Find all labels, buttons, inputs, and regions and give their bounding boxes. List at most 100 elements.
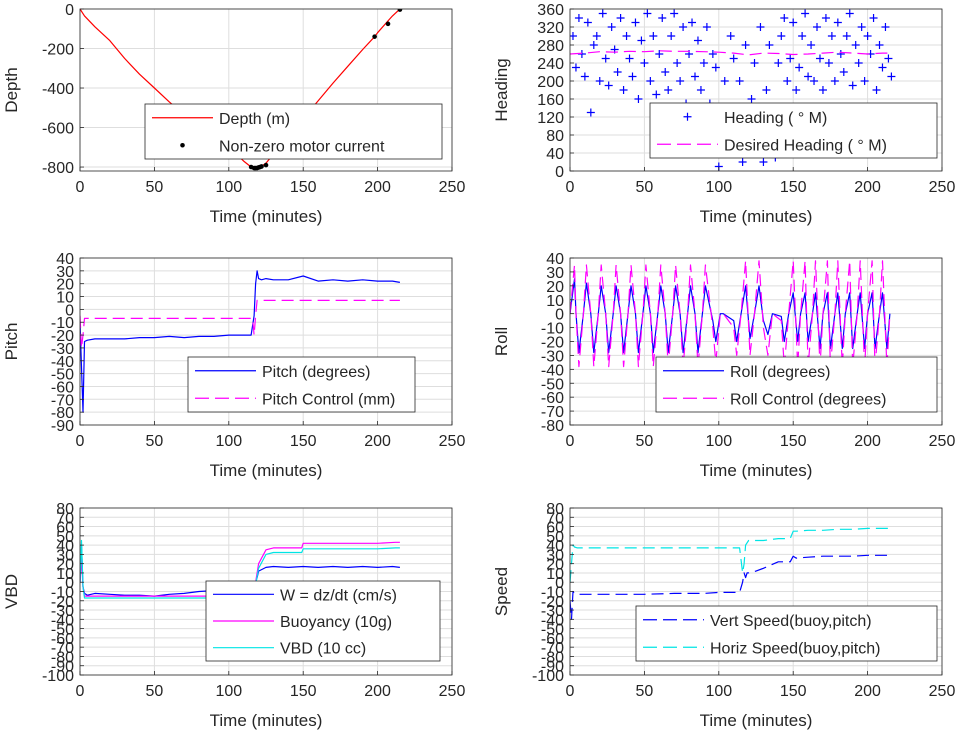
y-tick-label: -80	[51, 649, 74, 666]
data-point	[622, 32, 631, 40]
legend: Pitch (degrees) Pitch Control (mm)	[187, 356, 416, 413]
y-tick-label: 30	[56, 547, 74, 564]
data-point	[759, 158, 768, 166]
y-axis-label: Roll	[492, 327, 511, 356]
y-tick-label: -40	[541, 362, 564, 379]
x-tick-label: 50	[636, 179, 654, 196]
x-tick-label: 150	[780, 683, 807, 700]
y-tick-label: -70	[51, 392, 74, 409]
data-point	[711, 63, 720, 72]
y-tick-label: 360	[537, 2, 564, 19]
y-tick-label: 10	[56, 290, 74, 307]
data-point	[589, 41, 598, 49]
x-tick-label: 200	[364, 433, 391, 450]
series-group	[570, 260, 891, 368]
data-point	[765, 41, 774, 49]
y-axis-label: Pitch	[2, 323, 21, 361]
y-tick-label: 10	[56, 566, 74, 583]
data-point	[667, 32, 676, 40]
y-tick-label: 50	[56, 529, 74, 546]
data-point	[592, 32, 601, 40]
y-tick-label: -50	[541, 622, 564, 639]
y-tick-label: -80	[51, 405, 74, 422]
chart-panel-4: 0 50 100 150 200 250-80-70-60-50-40-30-20-100…	[492, 251, 955, 480]
data-point	[842, 32, 851, 40]
y-tick-label: 20	[56, 557, 74, 574]
axis-box	[79, 257, 453, 426]
data-point	[884, 54, 893, 63]
chart-panel-6: 0 50 100 150 200 250-100-90-80-70-60-50-40-30…	[492, 501, 955, 730]
data-point	[637, 36, 646, 45]
data-point	[807, 41, 816, 49]
data-point	[845, 9, 854, 18]
y-tick-label: 30	[546, 265, 564, 282]
x-tick-label: 100	[215, 433, 242, 450]
x-tick-label: 50	[636, 683, 654, 700]
y-tick-label: -800	[42, 160, 74, 177]
y-tick-label: -70	[51, 640, 74, 657]
y-tick-label: -80	[541, 418, 564, 435]
x-tick-label: 150	[780, 179, 807, 196]
y-tick-label: -70	[541, 404, 564, 421]
y-tick-label: 60	[546, 520, 564, 537]
y-tick-label: 20	[546, 279, 564, 296]
legend-box	[655, 356, 938, 413]
x-tick-label: 50	[146, 683, 164, 700]
y-tick-label: 20	[546, 557, 564, 574]
legend-label: Pitch Control (mm)	[262, 391, 395, 408]
data-point	[824, 59, 833, 67]
x-tick-label: 100	[215, 683, 242, 700]
legend: W = dz/dt (cm/s) Buoyancy (10g) VBD (10 cc…	[205, 580, 441, 662]
y-tick-label: 80	[546, 128, 564, 145]
y-tick-label: 60	[56, 520, 74, 537]
data-point	[804, 72, 813, 81]
legend: Roll (degrees) Roll Control (degrees)	[655, 356, 938, 413]
data-point	[646, 77, 655, 85]
data-point	[729, 54, 738, 63]
legend: Vert Speed(buoy,pitch) Horiz Speed(buoy,p…	[635, 605, 938, 662]
data-point	[783, 77, 792, 85]
data-point	[821, 14, 830, 22]
data-point	[628, 72, 637, 81]
legend-label: Buoyancy (10g)	[280, 614, 392, 631]
x-axis-label: Time (minutes)	[700, 461, 813, 480]
y-tick-label: 0	[65, 2, 74, 19]
data-point	[792, 86, 801, 94]
data-point	[726, 32, 735, 40]
data-point	[798, 32, 807, 40]
x-tick-label: 200	[364, 683, 391, 700]
y-axis-label: Heading	[492, 58, 511, 121]
x-tick-label: 100	[705, 179, 732, 196]
data-point	[676, 77, 685, 85]
y-tick-label: -10	[51, 585, 74, 602]
legend-swatch	[180, 142, 185, 148]
y-tick-label: -40	[541, 612, 564, 629]
legend-label: W = dz/dt (cm/s)	[280, 587, 397, 604]
data-point	[634, 95, 643, 103]
x-tick-label: 250	[439, 433, 466, 450]
data-point	[688, 18, 697, 27]
data-point	[830, 77, 839, 85]
x-tick-label: 250	[929, 179, 956, 196]
data-point	[833, 18, 842, 27]
data-point	[708, 50, 717, 58]
legend-box	[144, 103, 443, 160]
y-tick-label: 50	[546, 529, 564, 546]
y-tick-label: -400	[42, 81, 74, 98]
y-tick-label: 40	[546, 146, 564, 163]
x-axis-label: Time (minutes)	[700, 207, 813, 226]
data-point	[640, 59, 649, 67]
chart-panel-1: 0 50 100 150 200 250 -800 -600 -400 -200 0 Time (mi…	[2, 2, 465, 226]
y-tick-label: 80	[546, 501, 564, 518]
data-point	[598, 9, 607, 18]
data-point	[741, 41, 750, 49]
y-tick-label: 40	[546, 538, 564, 555]
y-tick-label: -10	[541, 321, 564, 338]
data-point	[583, 18, 592, 27]
data-point	[595, 77, 604, 85]
data-point	[625, 54, 634, 63]
y-tick-label: -600	[42, 121, 74, 138]
series-line-2	[80, 299, 400, 349]
y-tick-label: -60	[541, 631, 564, 648]
x-tick-label: 200	[854, 683, 881, 700]
